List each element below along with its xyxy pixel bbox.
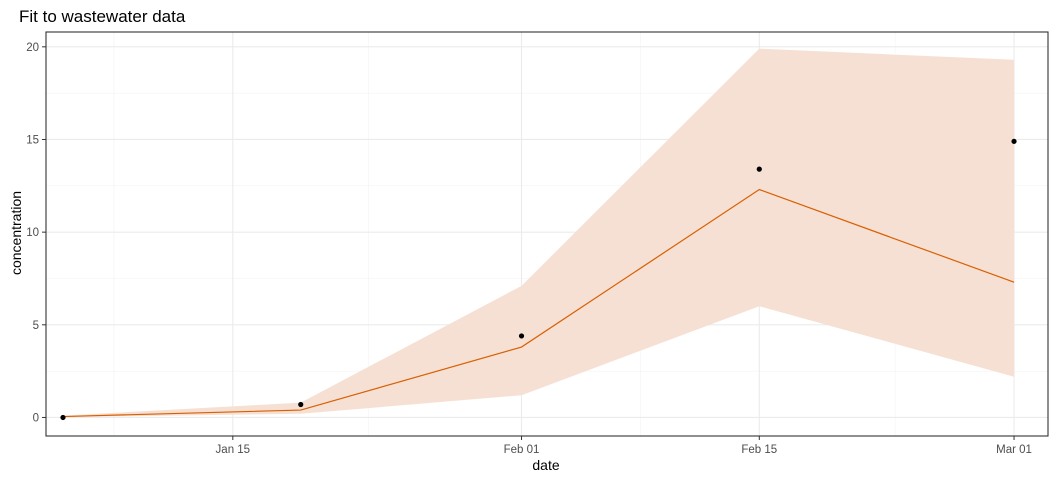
x-axis: Jan 15 Feb 01 Feb 15 Mar 01 bbox=[216, 436, 1032, 456]
y-axis: 0 5 10 15 20 bbox=[26, 42, 46, 424]
y-axis-label: concentration bbox=[8, 191, 24, 275]
confidence-ribbon bbox=[62, 48, 1015, 418]
panel-border bbox=[45, 31, 1049, 437]
x-tick-label: Feb 15 bbox=[741, 444, 777, 456]
observed-point bbox=[60, 414, 66, 421]
x-tick-label: Jan 15 bbox=[216, 444, 251, 456]
fit-line-layer bbox=[62, 188, 1015, 418]
x-axis-label: date bbox=[532, 457, 559, 473]
y-tick-label: 0 bbox=[33, 412, 39, 424]
y-tick-label: 5 bbox=[33, 320, 39, 332]
observed-points-layer bbox=[60, 138, 1017, 421]
y-tick-label: 15 bbox=[26, 134, 39, 146]
confidence-ribbon-layer bbox=[62, 48, 1015, 418]
observed-point bbox=[1011, 138, 1017, 144]
observed-point bbox=[756, 166, 762, 172]
y-tick-label: 20 bbox=[26, 42, 39, 54]
observed-point bbox=[518, 333, 525, 339]
x-tick-label: Feb 01 bbox=[504, 444, 540, 456]
x-tick-label: Mar 01 bbox=[996, 444, 1032, 456]
chart-title: Fit to wastewater data bbox=[19, 7, 186, 26]
observed-point bbox=[298, 401, 304, 408]
y-tick-label: 10 bbox=[26, 227, 39, 239]
fit-line bbox=[62, 188, 1015, 418]
